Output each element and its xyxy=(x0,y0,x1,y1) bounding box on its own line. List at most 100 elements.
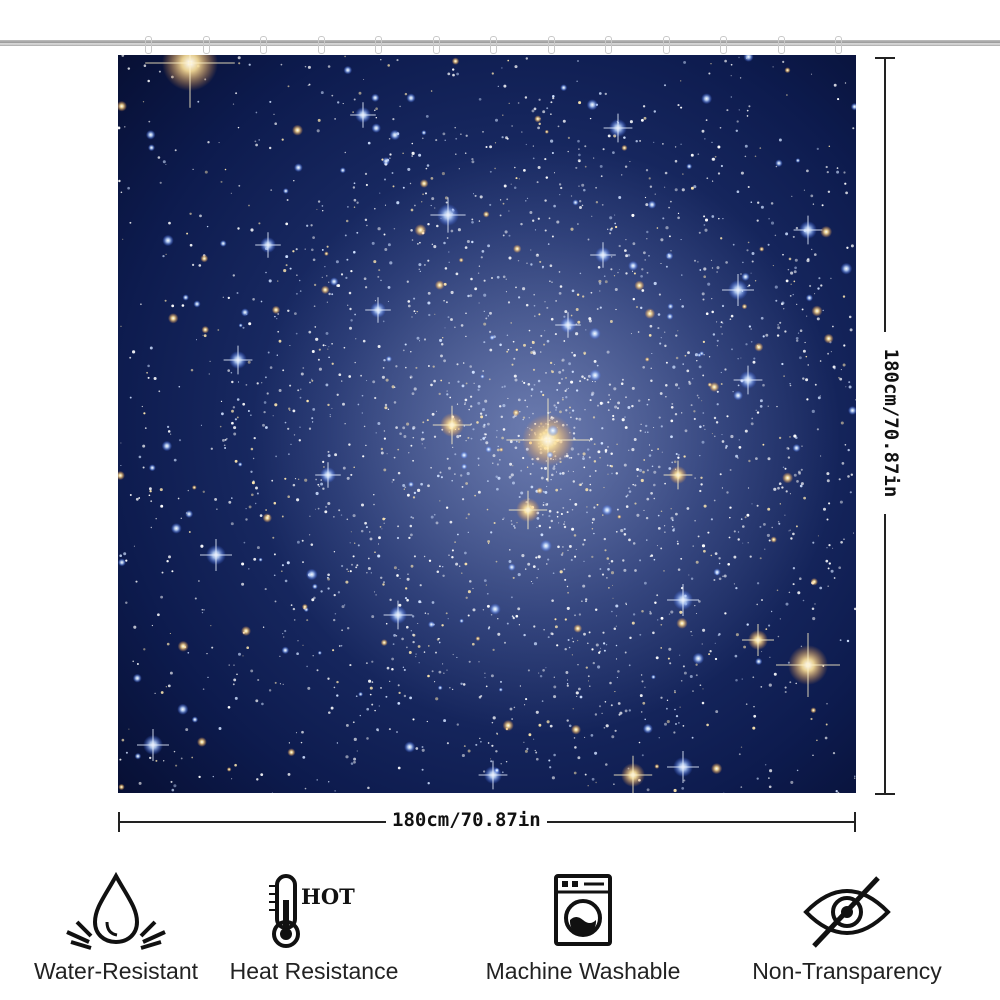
star-dust xyxy=(127,186,130,190)
star-dust xyxy=(538,672,540,674)
star-dust xyxy=(581,482,584,485)
star-dust xyxy=(672,529,675,532)
curtain-ring xyxy=(720,36,727,54)
star-dust xyxy=(674,159,678,163)
star-dust xyxy=(500,763,502,765)
star-dust xyxy=(377,554,381,558)
star-dust xyxy=(509,462,513,466)
star-dust xyxy=(645,516,649,520)
star-dust xyxy=(663,525,666,527)
star-dust xyxy=(224,447,227,449)
star-dust xyxy=(774,285,778,289)
star-dust xyxy=(759,399,763,403)
star-dust xyxy=(250,493,254,497)
star-dust xyxy=(487,540,491,543)
star-dust xyxy=(785,279,789,283)
star-dust xyxy=(657,327,660,330)
star-dust xyxy=(850,244,854,248)
star-dust xyxy=(639,633,642,636)
star-dust xyxy=(555,406,558,409)
star-dust xyxy=(643,459,646,461)
star-dust xyxy=(518,440,521,444)
star-dust xyxy=(561,398,564,401)
star-dust xyxy=(599,401,603,405)
star-dust xyxy=(554,618,557,621)
star-dust xyxy=(553,685,557,689)
star-dust xyxy=(750,272,752,274)
star-dust xyxy=(405,587,408,590)
star-dust xyxy=(174,149,177,152)
star-dust xyxy=(233,664,235,666)
star-dust xyxy=(648,334,652,337)
star-dust xyxy=(682,725,685,727)
star-dust xyxy=(383,430,386,432)
star-dust xyxy=(538,122,541,126)
star-dust xyxy=(378,536,381,540)
star-dust xyxy=(670,200,672,203)
star-dust xyxy=(236,673,238,676)
star-dust xyxy=(747,542,749,544)
star-dust xyxy=(345,723,349,727)
star-dust xyxy=(632,542,636,545)
star-dust xyxy=(610,268,613,271)
star-dust xyxy=(727,562,731,566)
star-dust xyxy=(646,230,649,234)
star-dust xyxy=(782,253,784,256)
star-dust xyxy=(603,486,605,489)
star-dust xyxy=(377,730,379,732)
star-dust xyxy=(311,598,315,602)
star-dust xyxy=(380,59,382,61)
star-dust xyxy=(398,568,400,571)
star-dust xyxy=(417,645,421,648)
star-dust xyxy=(484,399,488,403)
star-dust xyxy=(564,578,567,581)
star-dust xyxy=(784,514,786,516)
star-dust xyxy=(674,708,676,711)
medium-star xyxy=(741,303,748,310)
star-dust xyxy=(827,190,831,194)
star-dust xyxy=(468,660,471,663)
medium-star xyxy=(170,523,182,534)
star-dust xyxy=(716,390,719,393)
star-dust xyxy=(347,304,349,306)
star-dust xyxy=(550,101,553,104)
star-dust xyxy=(619,711,623,715)
star-dust xyxy=(735,129,739,133)
star-dust xyxy=(412,427,415,430)
medium-star xyxy=(461,463,468,470)
star-dust xyxy=(616,676,619,679)
star-dust xyxy=(293,179,295,182)
star-dust xyxy=(768,777,770,779)
star-dust xyxy=(511,363,514,366)
star-dust xyxy=(785,490,788,493)
star-dust xyxy=(812,203,815,205)
star-dust xyxy=(577,453,580,456)
star-dust xyxy=(637,331,640,333)
star-dust xyxy=(579,380,582,383)
star-dust xyxy=(383,178,387,181)
star-dust xyxy=(365,662,368,665)
star-dust xyxy=(664,171,668,175)
star-dust xyxy=(285,222,289,226)
star-dust xyxy=(845,191,848,195)
star-dust xyxy=(138,455,142,459)
star-dust xyxy=(495,750,498,753)
star-dust xyxy=(375,107,378,111)
star-dust xyxy=(433,379,436,383)
star-dust xyxy=(371,703,374,706)
star-dust xyxy=(703,215,706,218)
star-dust xyxy=(690,186,694,190)
star-dust xyxy=(364,172,368,176)
star-dust xyxy=(721,322,724,324)
star-dust xyxy=(492,462,494,464)
star-dust xyxy=(441,172,445,176)
medium-star xyxy=(489,334,495,341)
star-dust xyxy=(158,70,161,73)
star-dust xyxy=(633,438,637,441)
star-dust xyxy=(316,669,319,672)
medium-star xyxy=(385,355,392,363)
star-dust xyxy=(567,638,570,642)
star-dust xyxy=(443,241,446,245)
star-dust xyxy=(412,459,414,462)
star-dust xyxy=(657,448,660,450)
